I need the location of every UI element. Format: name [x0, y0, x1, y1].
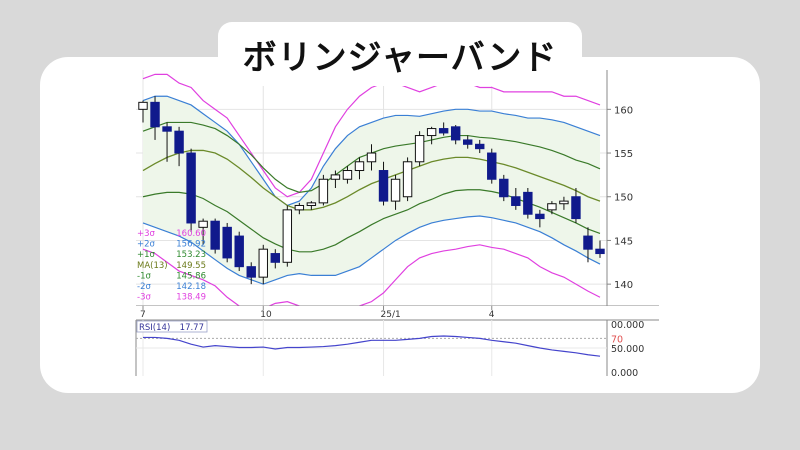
price-panel: 140 145 150 155 160 7 10 25/1 4 +3σ 160.60 +2σ 156.9…	[136, 70, 659, 320]
candle-body	[150, 101, 160, 128]
candle-body	[595, 248, 605, 255]
candle-body	[402, 161, 413, 198]
rsi-tick-label: 50.000	[611, 344, 644, 355]
candle-body	[475, 143, 485, 150]
date-tick-label: 10	[260, 310, 272, 320]
candle-body	[463, 139, 473, 145]
candle-body	[174, 130, 184, 154]
price-tick-label: 140	[614, 280, 633, 291]
candle-body	[547, 203, 557, 211]
candle-body	[426, 128, 437, 137]
title-banner: ボリンジャーバンド	[218, 22, 582, 86]
candle-body	[210, 220, 220, 250]
candle-body	[559, 200, 569, 205]
legend-value: 160.60	[176, 229, 206, 239]
rsi-value: 17.77	[180, 323, 204, 333]
date-tick-label: 4	[489, 310, 495, 320]
candle-body	[450, 126, 461, 141]
candle-body	[270, 253, 280, 263]
candle-body	[330, 174, 341, 180]
legend-value: 156.92	[176, 240, 206, 250]
band-fill	[143, 96, 600, 285]
candle-body	[366, 152, 377, 163]
candle-body	[186, 152, 196, 224]
moving-average-line	[142, 149, 601, 211]
candle-body	[162, 126, 172, 132]
price-plot	[136, 70, 607, 306]
candle-body	[306, 202, 317, 206]
candle-body	[354, 161, 365, 172]
legend-value: 153.23	[176, 250, 206, 260]
candle-body	[438, 128, 449, 134]
candle-body	[390, 178, 401, 202]
rsi-tick-label: 70	[611, 334, 623, 345]
price-tick-label: 145	[614, 236, 633, 247]
legend-value: 145.86	[176, 271, 206, 281]
price-tick-label: 160	[614, 105, 633, 116]
candle-body	[294, 204, 305, 211]
price-tick-label: 150	[614, 193, 633, 204]
candle-body	[198, 220, 208, 228]
date-tick-label: 7	[140, 310, 146, 320]
rsi-tick-label: 0.000	[611, 368, 638, 379]
legend-value: 149.55	[176, 261, 206, 271]
band-minus2-line	[142, 215, 601, 285]
candle-body	[414, 135, 425, 163]
page-title: ボリンジャーバンド	[242, 37, 558, 78]
candle-body	[523, 191, 533, 215]
legend-name: -2σ	[137, 282, 151, 292]
candle-body	[234, 235, 244, 268]
candle-body	[222, 226, 232, 259]
date-tick-label: 25/1	[381, 310, 401, 320]
rsi-label-box	[136, 320, 208, 333]
band-plus3-line	[142, 73, 601, 198]
candle-body	[246, 266, 256, 278]
candle-body	[511, 196, 521, 206]
candle-body	[499, 178, 509, 198]
candle-body	[318, 178, 329, 204]
candle-body	[342, 170, 353, 180]
candle-body	[378, 170, 389, 202]
band-plus2-line	[142, 95, 601, 207]
candle-body	[535, 213, 545, 220]
legend-name: -1σ	[137, 271, 151, 281]
candle-body	[487, 152, 497, 180]
candle-body	[571, 196, 581, 220]
candle-body	[583, 235, 593, 250]
date-axis-strip	[136, 306, 659, 318]
legend-name: +2σ	[137, 240, 156, 250]
candle-body	[282, 209, 293, 263]
rsi-line	[143, 335, 601, 357]
candle-body	[138, 101, 148, 110]
legend-name: +1σ	[137, 250, 156, 260]
legend-value: 142.18	[176, 282, 206, 292]
legend-name: -3σ	[137, 293, 151, 303]
candle-body	[258, 248, 268, 278]
rsi-label: RSI(14)	[139, 323, 170, 333]
rsi-tick-label: 00.000	[611, 320, 644, 331]
legend-name: +3σ	[137, 229, 156, 239]
legend-name: MA(13)	[137, 261, 168, 271]
legend-value: 138.49	[176, 293, 206, 303]
price-tick-label: 155	[614, 149, 633, 160]
band-minus3-line	[142, 244, 601, 306]
price-axis-area	[607, 70, 659, 306]
